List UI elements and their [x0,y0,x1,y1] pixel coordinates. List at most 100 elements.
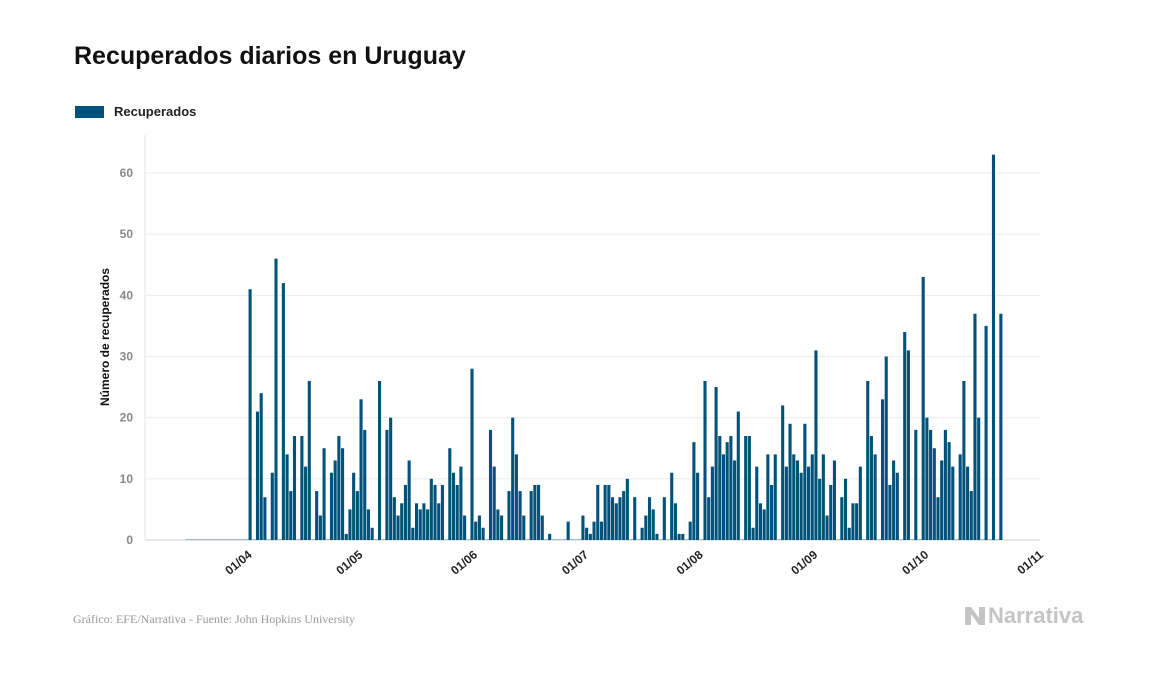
bar [307,380,311,540]
bar [892,460,896,540]
bar [803,423,807,540]
bar [903,332,907,540]
bar [696,472,700,540]
bar [596,484,600,540]
bar [263,497,267,540]
bar [518,491,522,540]
bar [977,417,981,540]
bar [248,289,252,540]
bar [433,484,437,540]
bar [773,454,777,540]
bar [333,460,337,540]
bar [610,497,615,540]
bar [592,521,596,540]
x-tick-label: 01/06 [448,547,480,577]
bar [755,466,759,540]
bar [925,417,929,540]
bar [670,472,674,540]
bar [540,515,544,540]
bar [488,429,493,540]
bar [270,472,274,540]
bar [710,466,714,540]
bar [625,478,629,540]
chart-title: Recuperados diarios en Uruguay [74,42,466,70]
bar [655,533,659,540]
bar [618,497,622,540]
bar [966,466,970,540]
legend-label: Recuperados [114,104,197,119]
logo-text: Narrativa [988,603,1084,628]
x-tick-label: 01/11 [1014,547,1046,577]
bar [285,454,289,540]
bar [588,533,592,540]
bar [337,436,341,540]
bar [733,460,737,540]
bar [969,491,973,540]
y-axis-title: Número de recuperados [98,268,112,406]
y-tick-label: 60 [120,166,134,180]
bar [906,350,910,540]
bar [829,484,833,540]
bar [322,448,326,540]
bar [614,503,618,540]
bar [914,429,918,540]
bar [533,484,537,540]
bar [810,454,814,540]
bar [477,515,481,540]
bar [318,515,322,540]
bar [792,454,796,540]
legend-swatch [75,105,104,118]
source-note: Gráfico: EFE/Narrativa - Fuente: John Ho… [73,612,355,626]
bar [788,423,792,540]
bar [500,515,504,540]
bar [451,472,456,540]
bar [692,442,696,540]
bar [843,478,848,540]
bar [725,442,729,540]
bar [884,356,888,540]
bar [514,454,518,540]
bar [951,466,955,540]
bar [799,472,803,540]
bar [677,533,681,540]
bar [703,380,707,540]
bar [370,527,374,540]
bar [784,466,788,540]
bar [355,491,359,540]
bar [459,466,463,540]
bar [429,478,433,540]
bar [470,368,474,540]
bar [585,527,589,540]
bar [492,466,496,540]
bar [840,497,844,540]
bar [352,472,356,540]
bar [529,491,533,540]
bar [847,527,851,540]
bar [984,325,988,540]
x-tick-label: 01/08 [674,547,706,577]
bar [511,417,515,540]
x-tick-label: 01/09 [788,547,820,577]
bar [751,527,755,540]
x-tick-label: 01/10 [899,547,931,577]
bar [825,515,829,540]
y-tick-label: 10 [120,472,134,486]
bar [437,503,441,540]
bar [991,154,996,540]
bar [292,436,297,540]
bar [647,497,652,540]
bar [973,313,977,540]
bar [644,515,648,540]
bar [940,460,944,540]
bar [385,429,389,540]
bar [548,533,552,540]
y-tick-label: 50 [120,227,134,241]
bar [344,533,348,540]
bar [821,454,825,540]
bar [603,484,607,540]
bar [426,509,430,540]
narrativa-logo-icon [965,607,985,625]
bar [718,436,722,540]
bar [607,484,611,540]
